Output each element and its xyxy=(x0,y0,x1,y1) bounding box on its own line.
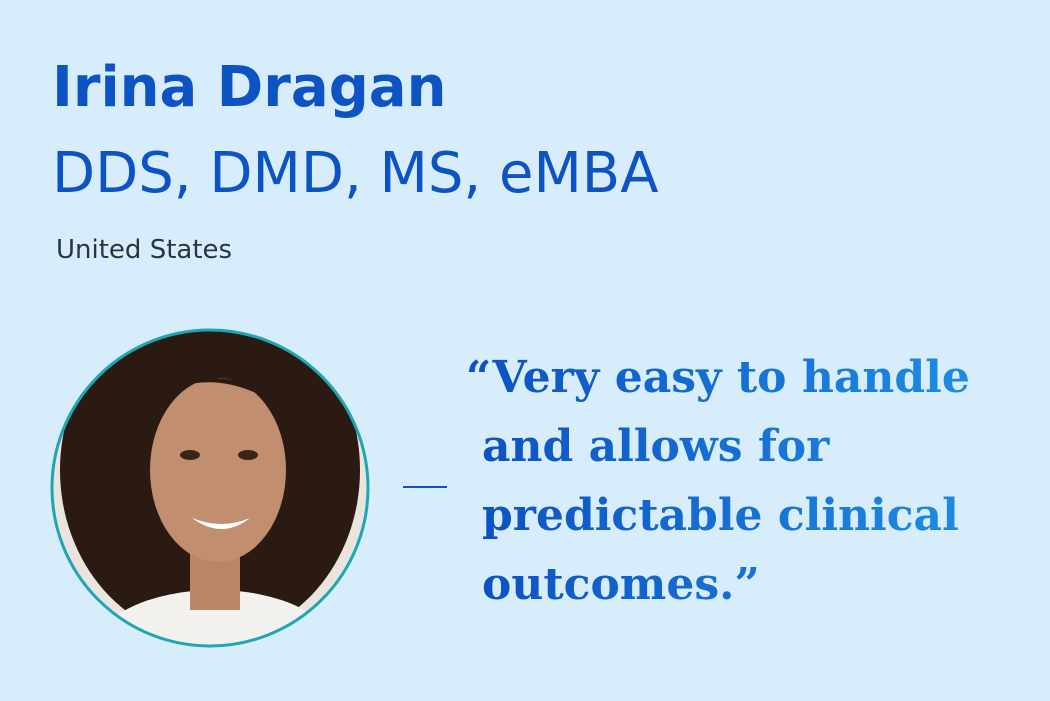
quote-line: and allows for xyxy=(482,421,830,472)
quote-line: outcomes.” xyxy=(482,559,760,610)
location: United States xyxy=(56,235,232,265)
person-name: Irina Dragan xyxy=(52,55,446,120)
quote-line: predictable clinical xyxy=(482,490,959,541)
credentials: DDS, DMD, MS, eMBA xyxy=(52,141,659,206)
portrait xyxy=(50,328,370,648)
quote-line: “Very easy to handle xyxy=(466,352,970,403)
